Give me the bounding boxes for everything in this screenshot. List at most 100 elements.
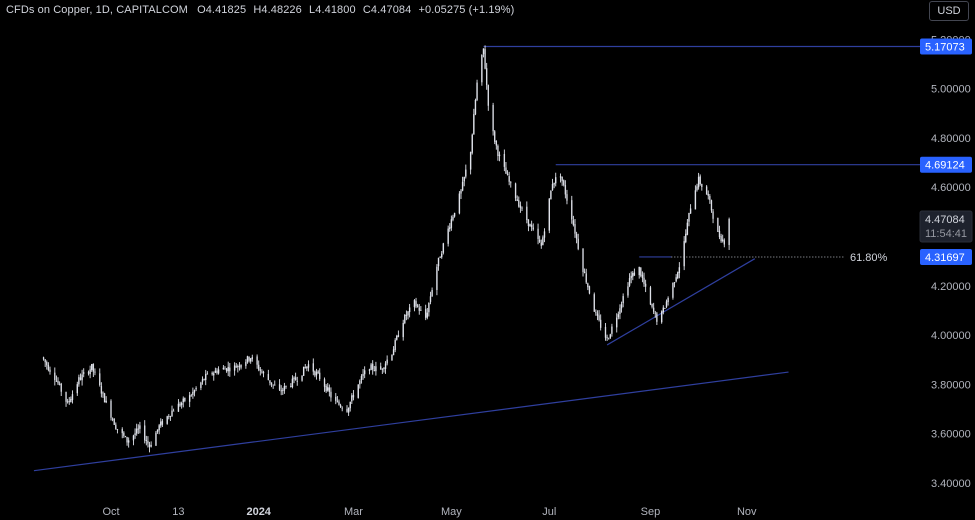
candle[interactable] <box>694 185 697 210</box>
candle[interactable] <box>664 307 666 309</box>
candle[interactable] <box>188 391 191 408</box>
candle[interactable] <box>571 195 573 224</box>
candle[interactable] <box>710 199 713 213</box>
currency-button[interactable]: USD <box>929 1 969 21</box>
candle[interactable] <box>561 176 563 186</box>
candle[interactable] <box>551 178 554 191</box>
candle[interactable] <box>206 371 209 375</box>
candle[interactable] <box>42 356 45 361</box>
candle[interactable] <box>147 436 149 448</box>
candle[interactable] <box>319 368 321 381</box>
candle[interactable] <box>375 361 377 376</box>
candle[interactable] <box>608 337 610 340</box>
candle[interactable] <box>193 389 196 397</box>
candle[interactable] <box>588 285 591 295</box>
candle[interactable] <box>686 218 689 236</box>
candle[interactable] <box>211 371 213 376</box>
candle[interactable] <box>632 271 634 281</box>
candle[interactable] <box>609 333 612 339</box>
candle[interactable] <box>328 384 331 397</box>
candle[interactable] <box>559 173 562 183</box>
candle[interactable] <box>278 379 281 391</box>
candle[interactable] <box>619 304 621 320</box>
candle[interactable] <box>261 369 263 374</box>
candle[interactable] <box>617 311 620 320</box>
candle[interactable] <box>237 364 239 373</box>
candle[interactable] <box>58 381 61 386</box>
candle[interactable] <box>213 371 215 381</box>
candle[interactable] <box>102 391 104 398</box>
candle[interactable] <box>55 375 58 382</box>
candle[interactable] <box>240 364 242 370</box>
candle[interactable] <box>116 428 119 434</box>
candle[interactable] <box>526 201 528 224</box>
candle[interactable] <box>79 373 82 381</box>
candle[interactable] <box>166 415 168 425</box>
candle[interactable] <box>439 256 441 258</box>
candle[interactable] <box>564 180 567 199</box>
candle[interactable] <box>347 407 350 416</box>
candle[interactable] <box>282 387 284 395</box>
candle[interactable] <box>673 282 676 288</box>
candle[interactable] <box>110 399 112 421</box>
candle[interactable] <box>144 420 146 444</box>
candle[interactable] <box>156 429 159 434</box>
candle[interactable] <box>368 368 371 375</box>
candle[interactable] <box>123 431 125 438</box>
candle[interactable] <box>180 401 183 409</box>
candle[interactable] <box>474 98 477 116</box>
candle[interactable] <box>429 291 432 305</box>
candle[interactable] <box>484 45 486 70</box>
candle[interactable] <box>413 299 416 312</box>
candle[interactable] <box>150 441 152 448</box>
candle[interactable] <box>302 366 305 377</box>
candle[interactable] <box>172 408 175 412</box>
candle[interactable] <box>92 363 95 378</box>
candle[interactable] <box>47 362 50 372</box>
candle[interactable] <box>351 393 353 404</box>
candle[interactable] <box>182 396 184 408</box>
candle[interactable] <box>233 362 236 376</box>
candle[interactable] <box>651 303 653 309</box>
candle[interactable] <box>542 235 544 246</box>
candle[interactable] <box>168 414 170 420</box>
candle[interactable] <box>482 48 485 58</box>
candle[interactable] <box>248 356 250 363</box>
candle[interactable] <box>481 54 483 86</box>
candle[interactable] <box>91 363 93 372</box>
candle[interactable] <box>370 362 372 371</box>
candle[interactable] <box>258 360 260 372</box>
candle[interactable] <box>492 102 494 136</box>
candle[interactable] <box>57 377 59 385</box>
candle[interactable] <box>606 334 608 342</box>
candle[interactable] <box>327 383 329 392</box>
candle[interactable] <box>111 417 114 422</box>
candle[interactable] <box>667 296 669 306</box>
candle[interactable] <box>397 330 400 338</box>
candle[interactable] <box>124 435 127 438</box>
candle[interactable] <box>627 282 629 298</box>
candle[interactable] <box>87 370 90 376</box>
candle[interactable] <box>662 305 664 315</box>
candle[interactable] <box>238 362 241 371</box>
candle[interactable] <box>201 376 204 385</box>
candle[interactable] <box>155 430 157 446</box>
candle[interactable] <box>269 380 271 386</box>
candle[interactable] <box>78 374 80 387</box>
candle[interactable] <box>229 362 231 377</box>
candle[interactable] <box>290 383 292 388</box>
candle[interactable] <box>705 185 708 195</box>
candle[interactable] <box>349 401 351 412</box>
candle[interactable] <box>720 233 722 243</box>
candle[interactable] <box>678 262 681 279</box>
candle[interactable] <box>134 428 136 439</box>
candle[interactable] <box>224 366 226 370</box>
candle[interactable] <box>312 358 314 376</box>
candle[interactable] <box>195 386 197 392</box>
candle[interactable] <box>126 436 128 446</box>
candle[interactable] <box>383 366 385 373</box>
candle[interactable] <box>408 303 411 318</box>
candle[interactable] <box>314 370 316 378</box>
candle[interactable] <box>360 374 363 384</box>
